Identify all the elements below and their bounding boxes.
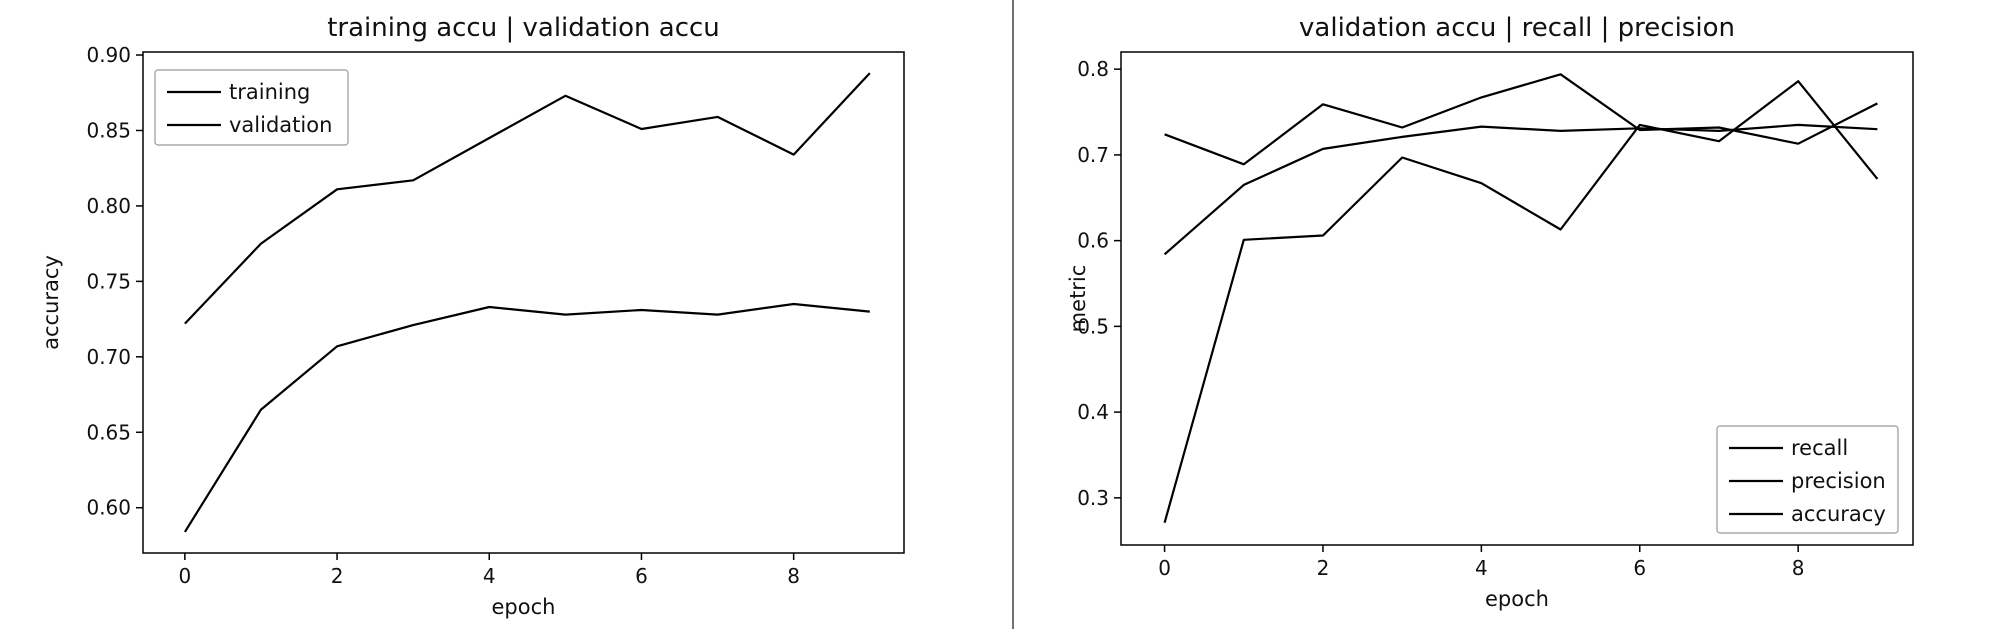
- x-tick-label: 2: [1317, 556, 1330, 580]
- series-line-precision: [1164, 73, 1878, 166]
- chart-title: validation accu | recall | precision: [1299, 13, 1735, 43]
- chart-title: training accu | validation accu: [327, 13, 720, 43]
- y-axis-label: accuracy: [39, 255, 63, 350]
- y-tick-label: 0.65: [86, 420, 131, 444]
- plot-frame: [142, 51, 905, 554]
- legend-label-training: training: [229, 80, 310, 104]
- y-tick-label: 0.4: [1077, 400, 1109, 424]
- y-axis-label: metric: [1066, 265, 1090, 333]
- y-tick-label: 0.80: [86, 194, 131, 218]
- y-tick-label: 0.75: [86, 269, 131, 293]
- y-tick-label: 0.5: [1077, 314, 1109, 338]
- legend-box: [154, 69, 349, 146]
- x-tick-label: 8: [787, 564, 800, 588]
- x-tick-label: 6: [1633, 556, 1646, 580]
- y-tick-label: 0.60: [86, 496, 131, 520]
- y-tick-label: 0.6: [1077, 229, 1109, 253]
- x-axis-label: epoch: [492, 595, 556, 619]
- y-tick-label: 0.70: [86, 345, 131, 369]
- x-tick-label: 2: [331, 564, 344, 588]
- x-tick-label: 6: [635, 564, 648, 588]
- y-tick-label: 0.3: [1077, 486, 1109, 510]
- x-axis-label: epoch: [1485, 587, 1549, 611]
- legend-label-accuracy: accuracy: [1791, 502, 1886, 526]
- y-tick-label: 0.7: [1077, 143, 1109, 167]
- chart-2: validation accu | recall | precision 0 2 4 6…: [1066, 13, 1914, 611]
- x-tick-label: 0: [1158, 556, 1171, 580]
- chart-1: training accu | validation accu 0 2 4 6 8 0.60…: [39, 13, 905, 619]
- series-line-recall: [1163, 80, 1879, 523]
- x-tick-label: 4: [1475, 556, 1488, 580]
- x-tick-label: 8: [1792, 556, 1805, 580]
- x-tick-label: 0: [178, 564, 191, 588]
- legend-label-validation: validation: [229, 113, 332, 137]
- legend-label-precision: precision: [1791, 469, 1886, 493]
- series-line-validation: [183, 302, 870, 533]
- y-tick-label: 0.85: [86, 118, 131, 142]
- x-tick-label: 4: [483, 564, 496, 588]
- plot-frame: [1120, 51, 1914, 546]
- y-tick-label: 0.8: [1077, 57, 1109, 81]
- legend-label-recall: recall: [1791, 436, 1848, 460]
- legend: recall precision accuracy: [1716, 425, 1899, 534]
- series-line-accuracy: [1163, 123, 1878, 256]
- series-line-training: [184, 72, 871, 325]
- legend: training validation: [154, 69, 349, 146]
- legend-box: [1716, 425, 1899, 534]
- y-tick-label: 0.90: [86, 43, 131, 67]
